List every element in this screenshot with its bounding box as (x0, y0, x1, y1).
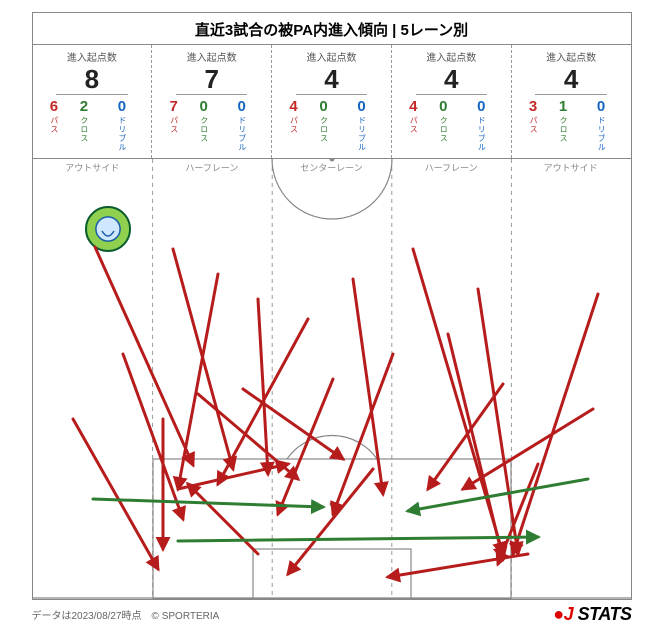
breakdown-item: 0 ドリブル (465, 99, 497, 152)
chart-container: 直近3試合の被PA内進入傾向 | 5レーン別 進入起点数86パス2クロス0ドリブ… (32, 12, 632, 600)
breakdown-item: 4 パス (405, 99, 421, 152)
breakdown-item: 0 ドリブル (585, 99, 617, 152)
breakdown-label: パス (529, 116, 537, 134)
breakdown-label: クロス (439, 116, 447, 143)
lane-stat: 進入起点数 8 6 パス 2 クロス 0 ドリブル (33, 45, 153, 158)
breakdown-label: ドリブル (238, 116, 246, 152)
stat-total: 4 (512, 66, 631, 92)
stat-label: 進入起点数 (33, 49, 152, 64)
footer: データは2023/08/27時点 © SPORTERIA ●J STATS (32, 604, 632, 625)
stat-rule (176, 94, 247, 95)
breakdown-item: 3 パス (525, 99, 541, 152)
lane-name: ハーフレーン (391, 161, 511, 174)
stat-breakdown: 3 パス 1 クロス 0 ドリブル (512, 99, 631, 152)
stat-label: 進入起点数 (392, 49, 511, 64)
pitch-area: アウトサイドハーフレーンセンターレーンハーフレーンアウトサイド (33, 159, 631, 599)
chart-title: 直近3試合の被PA内進入傾向 | 5レーン別 (33, 13, 631, 45)
stat-rule (296, 94, 367, 95)
breakdown-num: 7 (170, 99, 178, 114)
stat-total: 4 (392, 66, 511, 92)
breakdown-num: 0 (597, 99, 605, 114)
breakdown-num: 0 (200, 99, 208, 114)
breakdown-label: パス (289, 116, 297, 134)
stat-breakdown: 6 パス 2 クロス 0 ドリブル (33, 99, 152, 152)
breakdown-label: パス (170, 116, 178, 134)
breakdown-item: 0 クロス (311, 99, 335, 152)
breakdown-item: 0 ドリブル (106, 99, 138, 152)
breakdown-item: 0 クロス (431, 99, 455, 152)
lane-stat: 進入起点数 7 7 パス 0 クロス 0 ドリブル (152, 45, 272, 158)
breakdown-num: 0 (319, 99, 327, 114)
breakdown-label: クロス (559, 116, 567, 143)
lane-stat: 進入起点数 4 4 パス 0 クロス 0 ドリブル (392, 45, 512, 158)
stat-total: 7 (152, 66, 271, 92)
breakdown-num: 0 (118, 99, 126, 114)
breakdown-num: 4 (409, 99, 417, 114)
stat-total: 8 (33, 66, 152, 92)
breakdown-num: 0 (238, 99, 246, 114)
breakdown-item: 7 パス (166, 99, 182, 152)
stat-label: 進入起点数 (272, 49, 391, 64)
breakdown-num: 0 (477, 99, 485, 114)
breakdown-label: クロス (200, 116, 208, 143)
breakdown-item: 1 クロス (551, 99, 575, 152)
stat-breakdown: 7 パス 0 クロス 0 ドリブル (152, 99, 271, 152)
stat-breakdown: 4 パス 0 クロス 0 ドリブル (272, 99, 391, 152)
breakdown-item: 4 パス (285, 99, 301, 152)
pitch-svg (33, 159, 631, 599)
breakdown-label: ドリブル (357, 116, 365, 152)
footer-brand: ●J STATS (553, 604, 631, 625)
breakdown-item: 0 ドリブル (226, 99, 258, 152)
breakdown-label: パス (409, 116, 417, 134)
lane-name: アウトサイド (33, 161, 153, 174)
breakdown-label: クロス (80, 116, 88, 143)
breakdown-num: 3 (529, 99, 537, 114)
breakdown-num: 0 (357, 99, 365, 114)
breakdown-num: 0 (439, 99, 447, 114)
breakdown-num: 2 (80, 99, 88, 114)
breakdown-num: 6 (50, 99, 58, 114)
brand-dot-icon: ●J (553, 604, 577, 624)
stat-breakdown: 4 パス 0 クロス 0 ドリブル (392, 99, 511, 152)
breakdown-label: パス (50, 116, 58, 134)
lane-stat: 進入起点数 4 4 パス 0 クロス 0 ドリブル (272, 45, 392, 158)
breakdown-label: ドリブル (597, 116, 605, 152)
stat-total: 4 (272, 66, 391, 92)
lane-name: アウトサイド (511, 161, 631, 174)
stat-rule (535, 94, 606, 95)
breakdown-num: 4 (289, 99, 297, 114)
breakdown-num: 1 (559, 99, 567, 114)
lane-name: センターレーン (272, 161, 392, 174)
lane-stats-row: 進入起点数86パス2クロス0ドリブル進入起点数77パス0クロス0ドリブル進入起点… (33, 45, 631, 159)
stat-rule (416, 94, 487, 95)
stat-label: 進入起点数 (512, 49, 631, 64)
breakdown-label: クロス (319, 116, 327, 143)
footer-text: データは2023/08/27時点 © SPORTERIA (32, 607, 220, 622)
breakdown-label: ドリブル (477, 116, 485, 152)
lane-stat: 進入起点数 4 3 パス 1 クロス 0 ドリブル (512, 45, 631, 158)
stat-rule (56, 94, 127, 95)
breakdown-item: 6 パス (46, 99, 62, 152)
lane-names-row: アウトサイドハーフレーンセンターレーンハーフレーンアウトサイド (33, 161, 631, 174)
lane-name: ハーフレーン (152, 161, 272, 174)
breakdown-item: 0 クロス (192, 99, 216, 152)
breakdown-item: 0 ドリブル (345, 99, 377, 152)
breakdown-label: ドリブル (118, 116, 126, 152)
breakdown-item: 2 クロス (72, 99, 96, 152)
stat-label: 進入起点数 (152, 49, 271, 64)
